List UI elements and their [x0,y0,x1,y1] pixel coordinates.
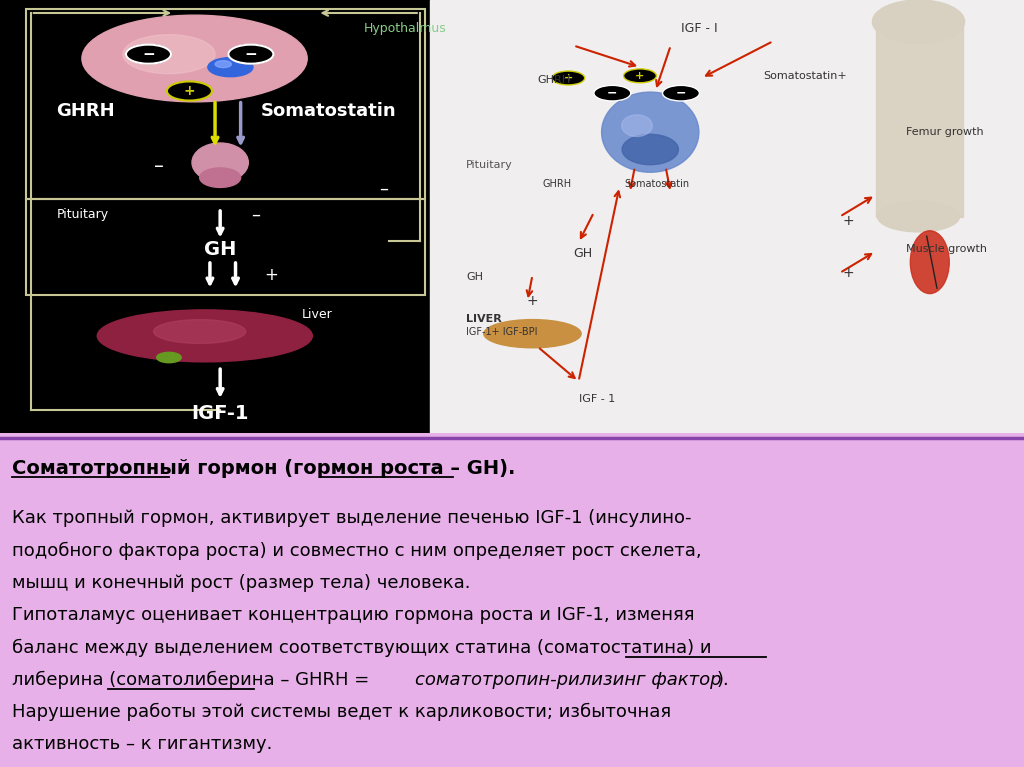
Text: GH: GH [466,272,483,282]
Circle shape [552,71,585,85]
Text: +: + [842,266,854,280]
Text: +: + [526,295,539,308]
Ellipse shape [82,15,307,102]
Circle shape [126,44,171,64]
Text: −: − [245,47,257,61]
Text: –: – [154,157,164,176]
Ellipse shape [602,92,698,173]
Ellipse shape [872,0,965,44]
Circle shape [157,352,181,363]
Text: ).: ). [717,671,729,689]
Text: IGF - 1: IGF - 1 [579,393,614,403]
Circle shape [208,58,253,77]
Ellipse shape [484,320,582,347]
Ellipse shape [200,168,241,187]
Text: GHRH: GHRH [538,75,570,85]
Text: −: − [676,87,686,100]
Text: +: + [183,84,196,98]
Text: +: + [563,73,573,83]
Text: Pituitary: Pituitary [466,160,513,170]
Text: баланс между выделением соответствующих статина (соматостатина) и: баланс между выделением соответствующих … [12,638,712,657]
Text: GHRH: GHRH [56,101,115,120]
Circle shape [167,81,212,100]
Text: GHRH: GHRH [543,179,571,189]
Text: −: − [142,47,155,61]
Text: мышц и конечный рост (размер тела) человека.: мышц и конечный рост (размер тела) челов… [12,574,471,592]
Text: LIVER: LIVER [466,314,502,324]
Bar [26,8,425,199]
Circle shape [624,69,656,83]
Text: Как тропный гормон, активирует выделение печенью IGF-1 (инсулино-: Как тропный гормон, активирует выделение… [12,509,692,528]
Text: активность – к гигантизму.: активность – к гигантизму. [12,736,272,753]
Text: Liver: Liver [302,308,333,321]
Circle shape [126,44,171,64]
Text: +: + [264,266,279,285]
Text: Muscle growth: Muscle growth [906,244,987,254]
Text: +: + [635,71,645,81]
Ellipse shape [878,202,959,232]
Text: –: – [380,179,388,198]
Text: Somatostatin: Somatostatin [625,179,690,189]
Text: GH: GH [573,247,593,260]
Text: подобного фактора роста) и совместно с ним определяет рост скелета,: подобного фактора роста) и совместно с н… [12,542,701,560]
Text: GH: GH [204,239,237,258]
Text: IGF-1+ IGF-BPI: IGF-1+ IGF-BPI [466,327,538,337]
Text: Somatostatin: Somatostatin [261,101,396,120]
Text: Somatostatin+: Somatostatin+ [763,71,847,81]
Circle shape [663,85,699,101]
Text: либерина (соматолиберина – GHRH =: либерина (соматолиберина – GHRH = [12,671,375,689]
Bar [876,21,963,217]
Text: Нарушение работы этой системы ведет к карликовости; избыточная: Нарушение работы этой системы ведет к ка… [12,703,672,721]
Ellipse shape [123,35,215,74]
Text: IGF - I: IGF - I [681,21,718,35]
Ellipse shape [193,143,248,182]
Text: Hypothalmus: Hypothalmus [364,21,446,35]
Text: Соматотропный гормон (гормон роста – GH).: Соматотропный гормон (гормон роста – GH)… [12,459,516,478]
Text: Pituitary: Pituitary [56,208,109,221]
Bar [26,199,425,295]
Text: Femur growth: Femur growth [906,127,984,137]
Circle shape [228,44,273,64]
Text: −: − [607,87,617,100]
Text: соматотропин-рилизинг фактор: соматотропин-рилизинг фактор [415,671,721,689]
Ellipse shape [154,320,246,344]
Bar [430,0,1024,433]
Ellipse shape [622,134,678,165]
Text: Гипоталамус оценивает концентрацию гормона роста и IGF-1, изменяя: Гипоталамус оценивает концентрацию гормо… [12,606,695,624]
Text: IGF-1: IGF-1 [191,404,249,423]
Circle shape [215,61,231,67]
Text: –: – [252,206,260,223]
Ellipse shape [910,231,949,294]
Circle shape [594,85,631,101]
Text: +: + [842,214,854,228]
Ellipse shape [97,310,312,362]
Ellipse shape [622,115,652,137]
Circle shape [228,44,273,64]
